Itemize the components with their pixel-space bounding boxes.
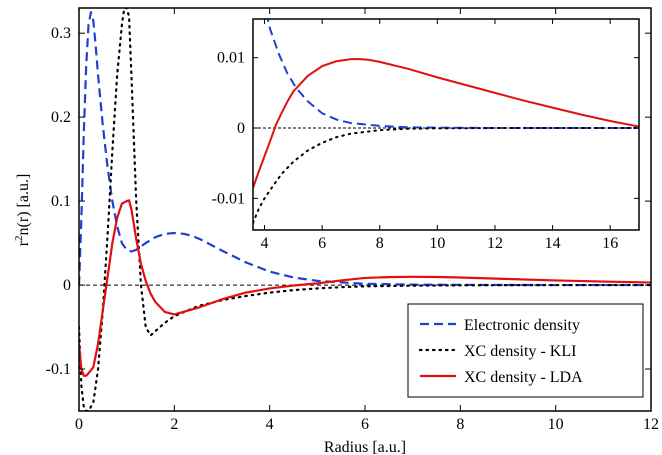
- legend-label-2: XC density - LDA: [464, 369, 583, 386]
- main-x-tick-label-4: 8: [456, 416, 464, 433]
- main-y-tick-label-4: 0.3: [51, 25, 71, 42]
- main-y-tick-label-2: 0.1: [51, 193, 71, 210]
- inset-y-tick-label-1: 0: [237, 120, 245, 137]
- x-axis-label: Radius [a.u.]: [324, 439, 406, 455]
- main-x-tick-label-5: 10: [548, 416, 564, 433]
- main-y-tick-label-1: 0: [63, 277, 71, 294]
- main-series-line-2: [79, 199, 651, 377]
- inset-x-tick-label-2: 8: [376, 235, 384, 252]
- main-x-tick-label-0: 0: [75, 416, 83, 433]
- inset-series-line-1: [253, 127, 639, 224]
- legend-label-0: Electronic density: [464, 317, 580, 334]
- main-x-tick-label-2: 4: [266, 416, 274, 433]
- inset-y-tick-label-2: 0.01: [217, 50, 245, 67]
- y-axis-label: r2n(r) [a.u.]: [13, 174, 32, 247]
- inset-x-tick-label-3: 10: [429, 235, 445, 252]
- inset-plot-area: [253, 19, 639, 230]
- main-y-tick-label-0: -0.1: [46, 361, 71, 378]
- inset-plot: 4 6 8 10 12 14 16 -0.01 0 0.01: [212, 18, 640, 252]
- inset-y-tick-label-0: -0.01: [212, 190, 245, 207]
- inset-plot-frame: [252, 18, 640, 231]
- inset-x-tick-label-4: 12: [487, 235, 503, 252]
- main-x-tick-label-1: 2: [170, 416, 178, 433]
- main-y-tick-label-3: 0.2: [51, 109, 71, 126]
- inset-x-tick-label-5: 14: [545, 235, 561, 252]
- inset-x-tick-label-6: 16: [602, 235, 618, 252]
- main-series-line-1: [79, 8, 651, 411]
- main-x-tick-label-3: 6: [361, 416, 369, 433]
- main-x-tick-label-6: 12: [643, 416, 659, 433]
- main-series-line-0: [79, 11, 651, 287]
- inset-series-line-2: [253, 58, 639, 189]
- legend-label-1: XC density - KLI: [464, 343, 576, 360]
- inset-series-line-0: [266, 19, 639, 130]
- legend: Electronic density XC density - KLI XC den…: [407, 303, 644, 398]
- inset-x-tick-label-1: 6: [318, 235, 326, 252]
- inset-x-tick-label-0: 4: [261, 235, 269, 252]
